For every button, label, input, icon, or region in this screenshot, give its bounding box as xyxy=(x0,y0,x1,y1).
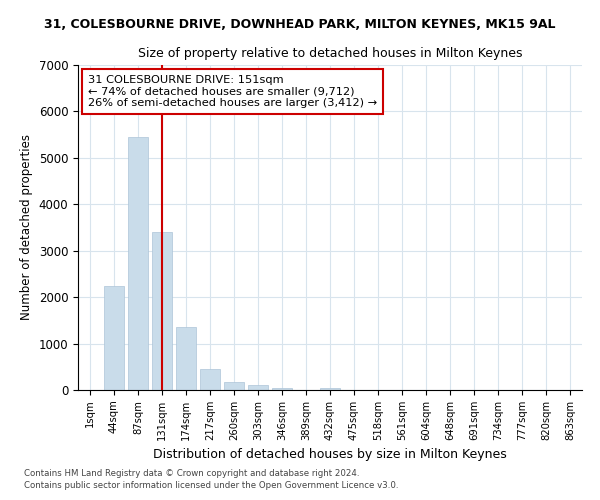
X-axis label: Distribution of detached houses by size in Milton Keynes: Distribution of detached houses by size … xyxy=(153,448,507,462)
Text: 31, COLESBOURNE DRIVE, DOWNHEAD PARK, MILTON KEYNES, MK15 9AL: 31, COLESBOURNE DRIVE, DOWNHEAD PARK, MI… xyxy=(44,18,556,30)
Bar xyxy=(320,388,340,390)
Bar xyxy=(176,328,196,390)
Bar xyxy=(272,388,292,390)
Title: Size of property relative to detached houses in Milton Keynes: Size of property relative to detached ho… xyxy=(138,46,522,60)
Text: 31 COLESBOURNE DRIVE: 151sqm
← 74% of detached houses are smaller (9,712)
26% of: 31 COLESBOURNE DRIVE: 151sqm ← 74% of de… xyxy=(88,74,377,108)
Text: Contains HM Land Registry data © Crown copyright and database right 2024.: Contains HM Land Registry data © Crown c… xyxy=(24,468,359,477)
Text: Contains public sector information licensed under the Open Government Licence v3: Contains public sector information licen… xyxy=(24,481,398,490)
Bar xyxy=(152,232,172,390)
Bar xyxy=(104,286,124,390)
Bar xyxy=(128,137,148,390)
Y-axis label: Number of detached properties: Number of detached properties xyxy=(20,134,33,320)
Bar xyxy=(224,382,244,390)
Bar xyxy=(248,386,268,390)
Bar xyxy=(200,369,220,390)
